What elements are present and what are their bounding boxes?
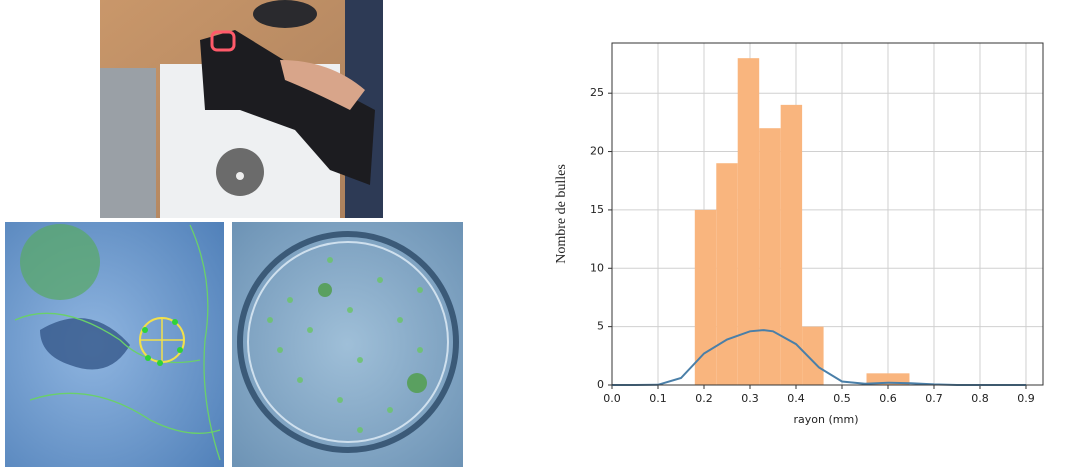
page: {"chart_data": {"type": "histogram", "yl… xyxy=(0,0,1070,467)
bar xyxy=(738,58,759,385)
x-tick-label: 0.5 xyxy=(833,392,851,405)
x-tick-label: 0.4 xyxy=(787,392,805,405)
x-axis-label: rayon (mm) xyxy=(794,413,859,426)
y-tick-label: 5 xyxy=(597,320,604,333)
plot-frame xyxy=(612,43,1043,385)
photo-scanner xyxy=(100,0,383,218)
y-tick-label: 20 xyxy=(590,145,604,158)
figure: Nombre de bulles rayon (mm) 0 5 10 15 20 25 0.… xyxy=(0,0,1070,467)
x-tick-label: 0.6 xyxy=(879,392,897,405)
x-tick-label: 0.9 xyxy=(1017,392,1035,405)
x-tick-label: 0.7 xyxy=(925,392,943,405)
y-tick-label: 10 xyxy=(590,261,604,274)
x-tick-label: 0.8 xyxy=(971,392,989,405)
bar xyxy=(759,128,780,385)
bar xyxy=(781,105,802,385)
bar xyxy=(716,163,737,385)
x-tick-label: 0.3 xyxy=(741,392,759,405)
y-tick-label: 25 xyxy=(590,86,604,99)
y-axis-label: Nombre de bulles xyxy=(554,164,569,264)
y-tick-label: 0 xyxy=(597,378,604,391)
photo-3d-view xyxy=(5,222,224,467)
photo-microscopy xyxy=(232,222,463,467)
x-tick-label: 0.2 xyxy=(695,392,713,405)
x-tick-label: 0.0 xyxy=(603,392,621,405)
x-tick-label: 0.1 xyxy=(649,392,667,405)
bar xyxy=(802,327,823,385)
y-tick-label: 15 xyxy=(590,203,604,216)
